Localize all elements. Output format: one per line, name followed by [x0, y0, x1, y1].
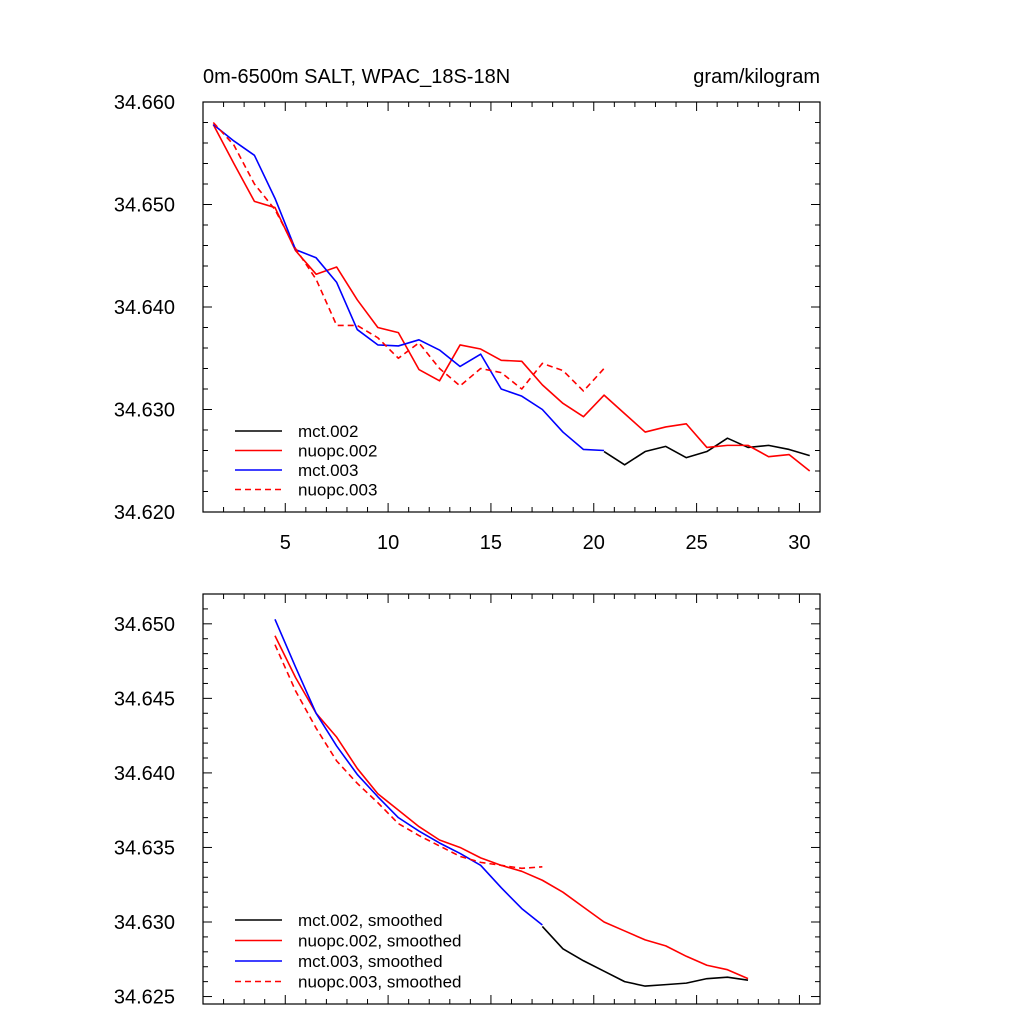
legend-label: mct.003, smoothed: [298, 952, 443, 971]
legend-label: nuopc.002: [298, 442, 377, 461]
legend-label: mct.002: [298, 422, 358, 441]
legend-label: nuopc.002, smoothed: [298, 932, 462, 951]
series-line-mct-002: [603, 437, 810, 466]
y-tick-label: 34.640: [114, 297, 175, 319]
series-line-nuopc-003: [212, 121, 605, 392]
legend-label: nuopc.003: [298, 481, 377, 500]
legend-label: mct.002, smoothed: [298, 911, 443, 930]
legend-label: mct.003: [298, 461, 358, 480]
series-line-nuopc-002: [212, 124, 811, 472]
y-tick-label: 34.645: [114, 688, 175, 710]
series-line-mct-002-smoothed: [541, 925, 749, 987]
upper-panel: 0m-6500m SALT, WPAC_18S-18N gram/kilogra…: [114, 66, 821, 554]
x-tick-label: 20: [583, 532, 605, 554]
y-tick-label: 34.650: [114, 614, 175, 636]
y-tick-label: 34.630: [114, 912, 175, 934]
y-tick-label: 34.640: [114, 763, 175, 785]
series-line-nuopc-003-smoothed: [274, 644, 543, 870]
y-tick-label: 34.630: [114, 400, 175, 422]
series-line-mct-003-smoothed: [274, 619, 543, 926]
y-tick-label: 34.625: [114, 987, 175, 1009]
legend-label: nuopc.003, smoothed: [298, 973, 462, 992]
x-tick-label: 25: [685, 532, 707, 554]
y-tick-label: 34.635: [114, 837, 175, 859]
x-tick-label: 30: [788, 532, 810, 554]
title-left: 0m-6500m SALT, WPAC_18S-18N: [203, 66, 510, 88]
plot-frame: [202, 593, 821, 1005]
title-right: gram/kilogram: [693, 66, 820, 88]
y-tick-label: 34.620: [114, 502, 175, 524]
plot-frame: [202, 101, 821, 513]
x-tick-label: 10: [377, 532, 399, 554]
x-tick-label: 5: [280, 532, 291, 554]
lower-panel: 34.625 34.630 34.635 34.640 34.645 34.650 mct.…: [114, 593, 821, 1009]
y-tick-label: 34.660: [114, 92, 175, 114]
series-line-nuopc-002-smoothed: [274, 635, 749, 980]
x-tick-label: 15: [480, 532, 502, 554]
series-line-mct-003: [212, 123, 605, 452]
y-tick-label: 34.650: [114, 195, 175, 217]
